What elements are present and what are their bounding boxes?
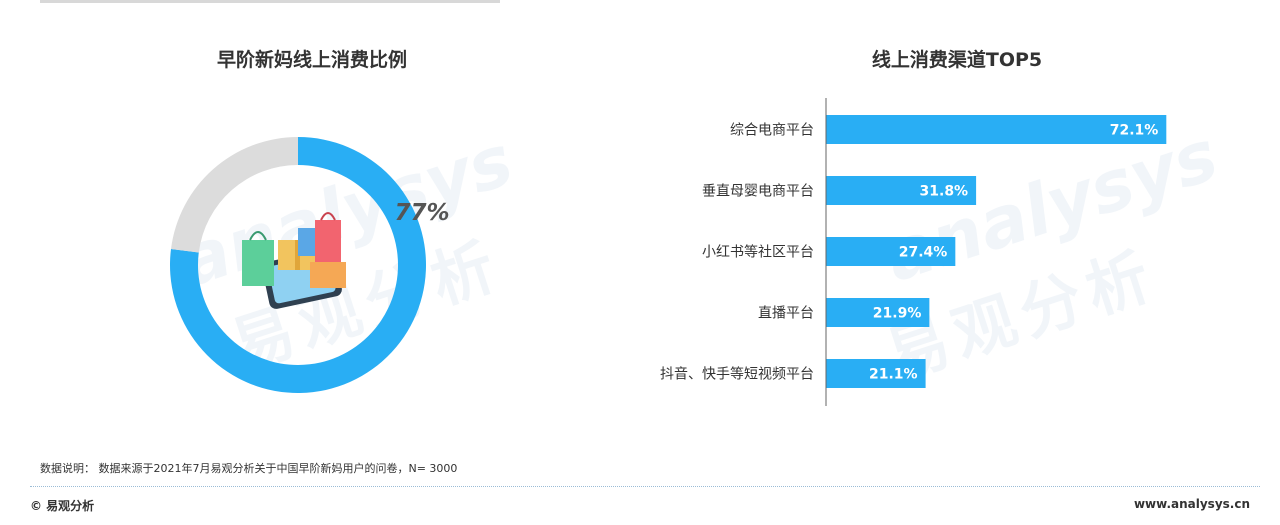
top-divider: [40, 0, 500, 3]
category-label-3: 直播平台: [758, 305, 814, 322]
bar-3: [826, 298, 930, 327]
bar-chart-title: 线上消费渠道TOP5: [871, 49, 1043, 71]
bar-1: [826, 176, 977, 205]
value-label-4: 21.1%: [869, 367, 918, 383]
category-label-4: 抖音、快手等短视频平台: [660, 366, 814, 383]
category-label-2: 小红书等社区平台: [702, 244, 814, 261]
value-label-1: 31.8%: [920, 184, 969, 200]
bar-4: [826, 359, 926, 388]
red-bag-icon: [315, 220, 341, 262]
footer-website: www.analysys.cn: [1133, 497, 1250, 511]
footer-divider: [30, 486, 1260, 487]
donut-chart: 77%: [169, 137, 450, 393]
value-label-0: 72.1%: [1110, 123, 1159, 139]
donut-value-label: 77%: [394, 200, 449, 226]
green-bag-icon: [242, 240, 274, 286]
value-label-2: 27.4%: [899, 245, 948, 261]
orange-box-icon: [310, 262, 346, 288]
bar-0: [826, 115, 1167, 144]
donut-slice-remainder: [171, 137, 298, 253]
bar-2: [826, 237, 956, 266]
footer-copyright: © 易观分析: [30, 499, 95, 513]
category-label-1: 垂直母婴电商平台: [702, 183, 814, 200]
category-label-0: 综合电商平台: [730, 123, 814, 139]
value-label-3: 21.9%: [873, 306, 922, 322]
bar-chart: 综合电商平台 72.1% 垂直母婴电商平台 31.8% 小红书等社区平台 27.4% 直播平…: [660, 98, 1167, 406]
data-source-note: 数据说明： 数据来源于2021年7月易观分析关于中国早阶新妈用户的问卷，N= 3…: [40, 462, 458, 475]
donut-chart-title: 早阶新妈线上消费比例: [216, 49, 407, 71]
shopping-illustration-icon: [242, 212, 346, 309]
